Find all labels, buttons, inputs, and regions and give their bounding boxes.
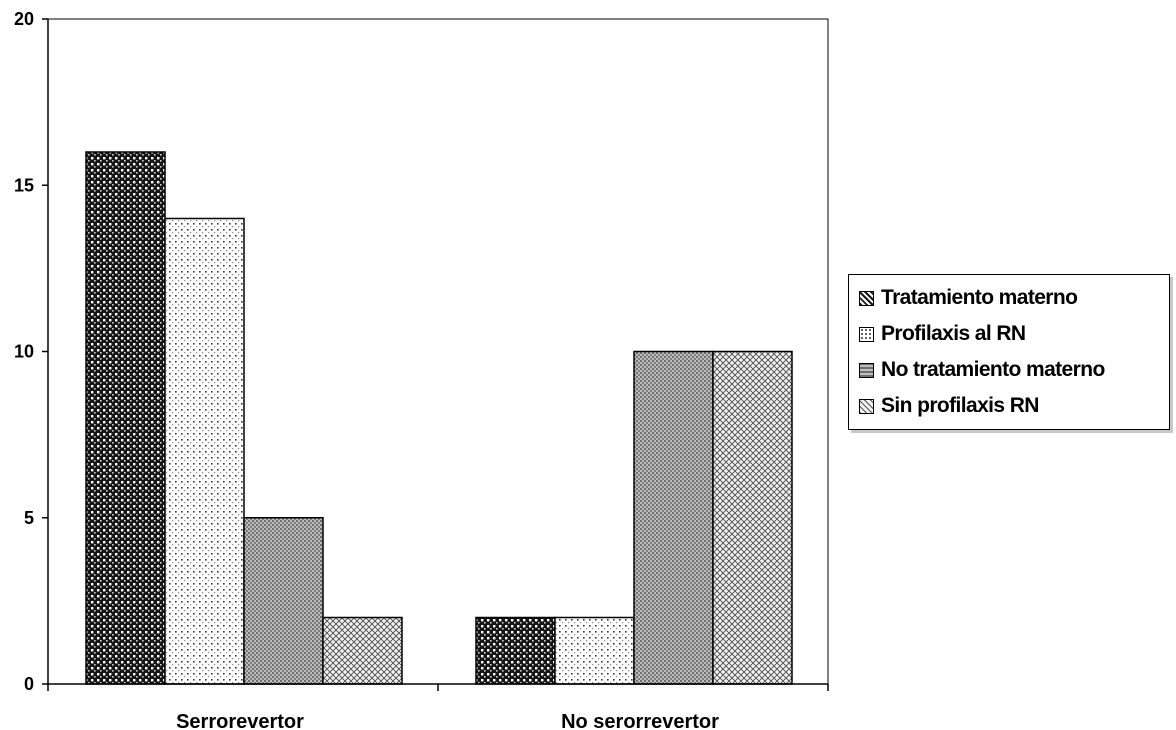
legend-item: Sin profilaxis RN — [859, 391, 1039, 421]
x-category-label: No serorrevertor — [561, 711, 719, 730]
y-tick-label: 0 — [24, 674, 34, 694]
bar — [633, 350, 714, 685]
y-tick-label: 20 — [14, 9, 34, 29]
bar — [243, 517, 324, 685]
legend-label: Tratamiento materno — [881, 286, 1078, 309]
legend-label: Sin profilaxis RN — [881, 394, 1039, 417]
bar — [554, 616, 635, 685]
legend-label: Profilaxis al RN — [881, 322, 1026, 345]
bar — [85, 151, 166, 685]
bars — [85, 151, 793, 685]
y-tick-label: 10 — [14, 342, 34, 362]
bar — [322, 616, 403, 685]
y-tick-label: 15 — [14, 175, 34, 195]
bar — [475, 616, 556, 685]
legend-swatch — [859, 326, 874, 342]
legend-swatch — [859, 362, 874, 378]
legend-item: No tratamiento materno — [859, 355, 1105, 385]
legend-item: Tratamiento materno — [859, 283, 1078, 313]
legend-item: Profilaxis al RN — [859, 319, 1026, 349]
x-category-label: Serrorevertor — [176, 711, 304, 730]
bar — [712, 350, 793, 685]
legend-label: No tratamiento materno — [881, 358, 1105, 381]
legend: Tratamiento materno Profilaxis al RN No tr… — [848, 274, 1170, 430]
legend-swatch — [859, 398, 874, 414]
y-tick-label: 5 — [24, 508, 34, 528]
bar — [164, 217, 245, 685]
axes: 0 5 10 15 20 Serrorevertor No serorrevertor — [14, 9, 829, 730]
legend-swatch — [859, 290, 874, 306]
